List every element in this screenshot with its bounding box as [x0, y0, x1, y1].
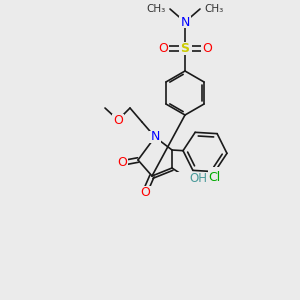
FancyBboxPatch shape — [149, 131, 161, 143]
Text: N: N — [180, 16, 190, 28]
FancyBboxPatch shape — [173, 172, 195, 184]
Text: O: O — [140, 185, 150, 199]
Text: CH₃: CH₃ — [147, 4, 166, 14]
FancyBboxPatch shape — [201, 42, 213, 54]
Text: CH₃: CH₃ — [204, 4, 223, 14]
Text: Cl: Cl — [209, 171, 221, 184]
Text: N: N — [150, 130, 160, 143]
Text: S: S — [181, 41, 190, 55]
FancyBboxPatch shape — [208, 167, 222, 181]
Text: O: O — [202, 41, 212, 55]
Text: OH: OH — [189, 172, 207, 184]
FancyBboxPatch shape — [157, 42, 169, 54]
Text: O: O — [117, 157, 127, 169]
FancyBboxPatch shape — [112, 114, 124, 126]
FancyBboxPatch shape — [178, 41, 191, 55]
Text: O: O — [113, 113, 123, 127]
Text: O: O — [158, 41, 168, 55]
FancyBboxPatch shape — [179, 16, 191, 28]
FancyBboxPatch shape — [139, 186, 151, 198]
FancyBboxPatch shape — [116, 157, 128, 169]
